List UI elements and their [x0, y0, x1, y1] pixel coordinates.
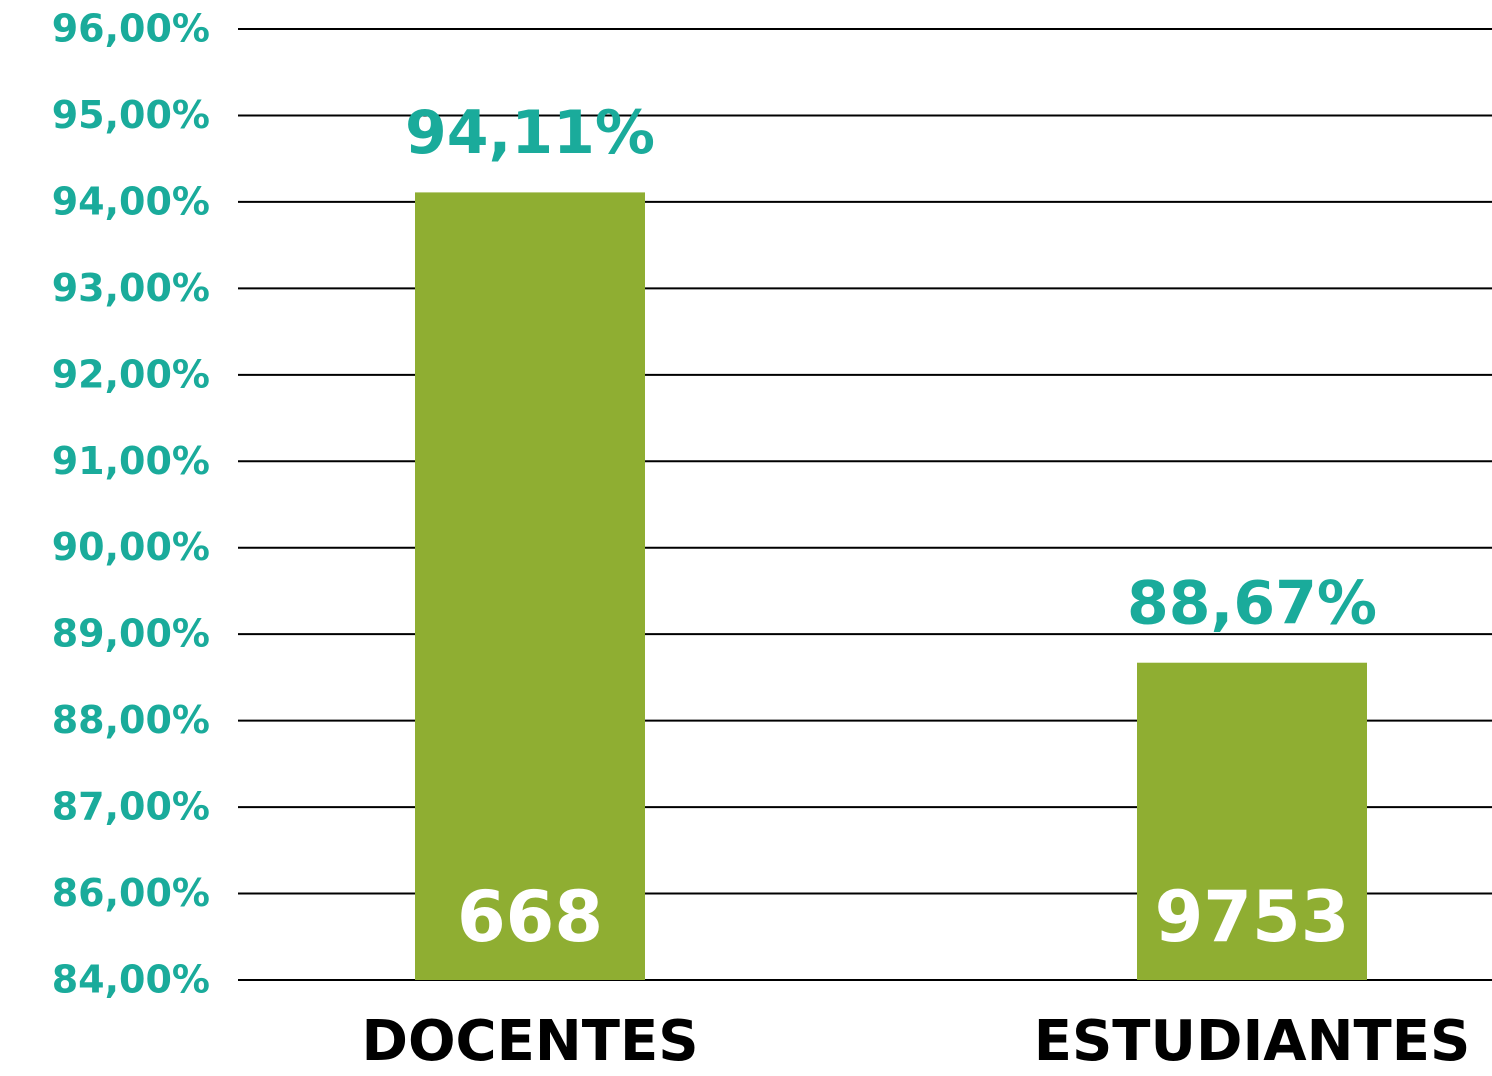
y-tick-label: 88,00%: [52, 698, 210, 742]
y-tick-label: 89,00%: [52, 612, 210, 656]
y-tick-label: 92,00%: [52, 352, 210, 396]
x-tick-label: DOCENTES: [361, 1009, 698, 1074]
x-tick-label: ESTUDIANTES: [1034, 1009, 1471, 1074]
count-label: 668: [457, 876, 603, 958]
y-tick-label: 84,00%: [52, 958, 210, 1002]
y-tick-label: 86,00%: [52, 871, 210, 915]
bar: [415, 192, 645, 980]
y-tick-label: 94,00%: [52, 179, 210, 223]
y-tick-label: 93,00%: [52, 266, 210, 310]
y-tick-label: 91,00%: [52, 439, 210, 483]
count-label: 9753: [1155, 876, 1350, 958]
y-tick-label: 90,00%: [52, 525, 210, 569]
y-tick-label: 96,00%: [52, 7, 210, 51]
y-tick-label: 95,00%: [52, 93, 210, 137]
bar: [1137, 662, 1367, 980]
y-tick-label: 87,00%: [52, 785, 210, 829]
value-label: 94,11%: [405, 98, 655, 168]
value-label: 88,67%: [1127, 568, 1377, 638]
